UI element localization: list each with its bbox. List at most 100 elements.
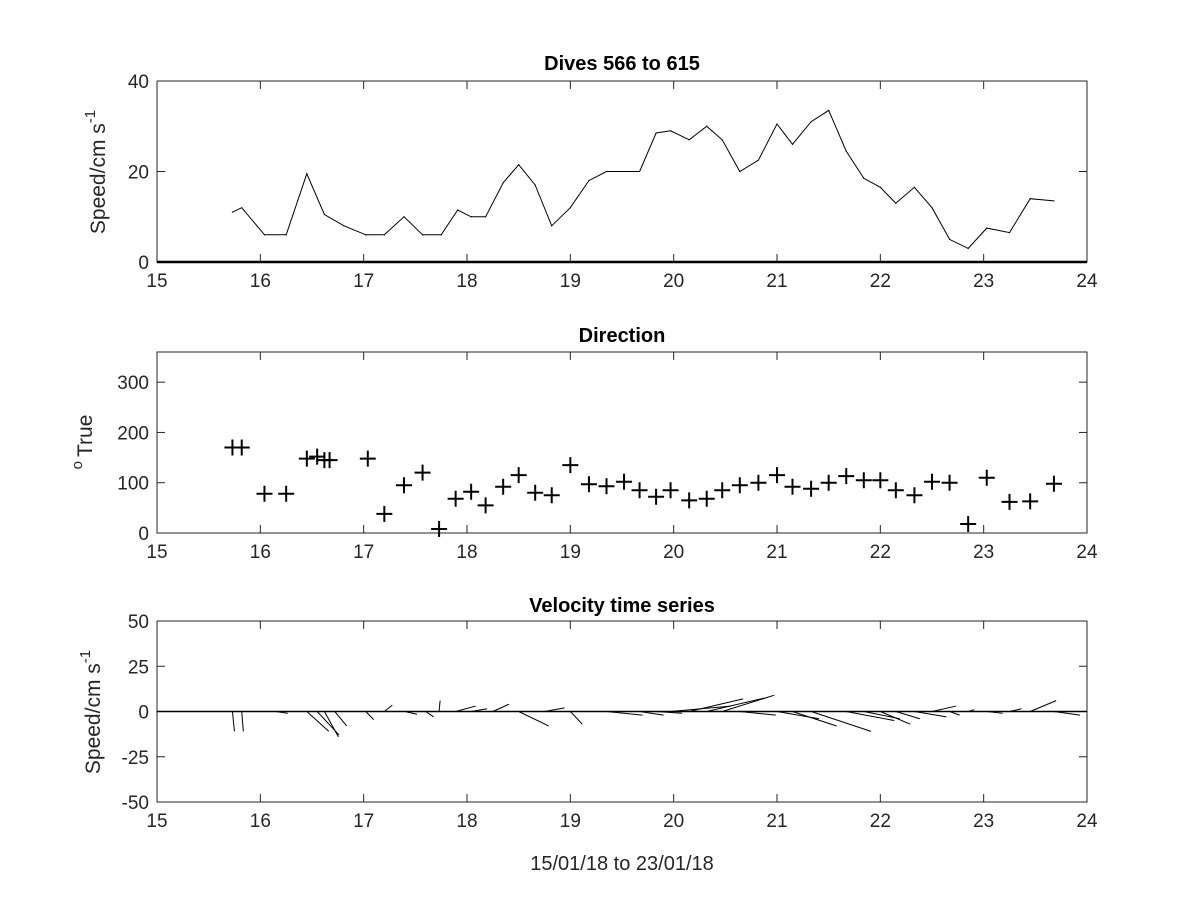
speed-data-point	[502, 182, 504, 184]
direction-plus-marker	[1022, 493, 1039, 510]
speed-data-point	[721, 139, 723, 141]
speed-y-axis-label: Speed/cm s-1	[82, 110, 110, 234]
direction-plus-marker	[359, 450, 376, 467]
direction-plus-marker	[872, 472, 889, 489]
speed-data-point	[863, 177, 865, 179]
velocity-stick-vector	[810, 711, 872, 732]
direction-y-tick-label: 200	[117, 423, 149, 444]
velocity-stick-vector	[722, 694, 775, 712]
speed-data-point	[810, 121, 812, 123]
velocity-stick-vector	[569, 711, 583, 725]
velocity-y-label-text: Speed/cm s	[82, 663, 105, 774]
speed-x-tick-label: 22	[870, 271, 891, 292]
velocity-stick-vector	[384, 704, 393, 712]
direction-chart-title: Direction	[579, 325, 666, 347]
velocity-stick-vector	[275, 711, 288, 714]
velocity-stick-vector	[365, 711, 375, 720]
speed-data-point	[623, 170, 625, 173]
direction-plus-marker	[855, 472, 872, 489]
direction-plus-marker	[769, 467, 785, 484]
direction-plus-marker	[598, 478, 615, 495]
speed-x-tick-label: 24	[1076, 271, 1098, 292]
velocity-y-tick-label: -50	[122, 793, 149, 814]
speed-y-tick-label: 0	[138, 253, 149, 274]
speed-data-point	[440, 234, 442, 236]
speed-data-point	[241, 207, 243, 209]
velocity-stick-vector	[455, 705, 476, 712]
speed-data-point	[518, 164, 520, 166]
speed-data-point	[845, 150, 847, 152]
direction-plus-marker	[278, 485, 295, 502]
speed-data-point	[791, 143, 794, 145]
velocity-stick-vector	[846, 711, 895, 722]
direction-plus-marker	[731, 477, 748, 494]
direction-plus-marker	[648, 488, 665, 505]
speed-y-label-text: Speed/cm s	[87, 123, 110, 234]
direction-plus-marker	[820, 474, 837, 491]
speed-data-point	[655, 132, 657, 134]
speed-data-point	[1053, 200, 1055, 202]
speed-x-tick-label: 15	[146, 271, 167, 292]
direction-plus-marker	[1001, 493, 1018, 510]
velocity-stick-vector	[231, 711, 235, 732]
speed-data-point	[605, 170, 608, 173]
direction-plus-marker	[631, 482, 648, 499]
direction-plus-marker	[463, 483, 480, 500]
velocity-stick-vector	[895, 711, 920, 720]
direction-y-tick-label: 100	[117, 474, 149, 495]
speed-data-point	[470, 216, 472, 218]
speed-x-tick-label: 23	[973, 271, 994, 292]
speed-y-tick-label: 20	[128, 163, 149, 184]
direction-plus-marker	[562, 457, 579, 474]
velocity-stick-vector	[639, 711, 664, 716]
direction-plus-marker	[447, 490, 464, 507]
speed-x-tick-label: 16	[250, 271, 271, 292]
velocity-stick-vector	[425, 711, 434, 718]
direction-plus-marker	[924, 473, 940, 490]
direction-plus-marker	[309, 448, 326, 465]
speed-data-point	[365, 234, 367, 236]
direction-plus-marker	[978, 469, 995, 486]
velocity-y-tick-label: -25	[122, 748, 149, 769]
velocity-stick-vector	[323, 711, 339, 738]
direction-x-tick-label: 16	[250, 542, 271, 563]
velocity-x-tick-label: 16	[250, 811, 271, 832]
speed-data-point	[1008, 231, 1011, 234]
direction-x-tick-label: 23	[973, 542, 994, 563]
velocity-stick-vector	[438, 700, 441, 712]
direction-axes-frame	[156, 351, 1088, 534]
velocity-stick-vector	[792, 711, 837, 727]
direction-plus-marker	[256, 485, 273, 502]
direction-plus-marker	[616, 473, 633, 490]
direction-plus-marker	[887, 482, 904, 499]
velocity-stick-vector	[931, 705, 957, 712]
speed-data-point	[485, 216, 487, 218]
direction-x-tick-label: 17	[353, 542, 374, 563]
speed-data-point	[457, 209, 459, 211]
direction-plus-marker	[750, 474, 767, 491]
speed-data-point	[669, 130, 672, 132]
direction-panel: Direction o True 15 16 17 18 19 20 21 22 23 24 0 100…	[69, 325, 1098, 563]
direction-plus-marker	[784, 478, 801, 495]
speed-data-point	[776, 123, 778, 125]
velocity-stick-vector	[914, 711, 947, 718]
direction-plus-marker	[960, 515, 977, 532]
velocity-stick-vector	[656, 711, 683, 714]
speed-data-point	[967, 247, 969, 250]
velocity-stick-vector	[471, 708, 488, 712]
direction-x-tick-label: 19	[560, 542, 581, 563]
velocity-stick-vector	[334, 711, 348, 727]
velocity-stick-vector	[404, 711, 418, 715]
speed-series-line	[232, 109, 1054, 250]
velocity-stick-vector	[492, 703, 510, 712]
speed-data-point	[739, 170, 741, 173]
speed-data-point	[828, 109, 830, 112]
speed-data-point	[534, 184, 536, 186]
velocity-y-tick-label: 50	[128, 612, 149, 633]
speed-data-point	[913, 186, 916, 188]
speed-data-point	[263, 234, 266, 236]
speed-data-point	[638, 170, 641, 173]
direction-plus-marker	[495, 478, 512, 495]
